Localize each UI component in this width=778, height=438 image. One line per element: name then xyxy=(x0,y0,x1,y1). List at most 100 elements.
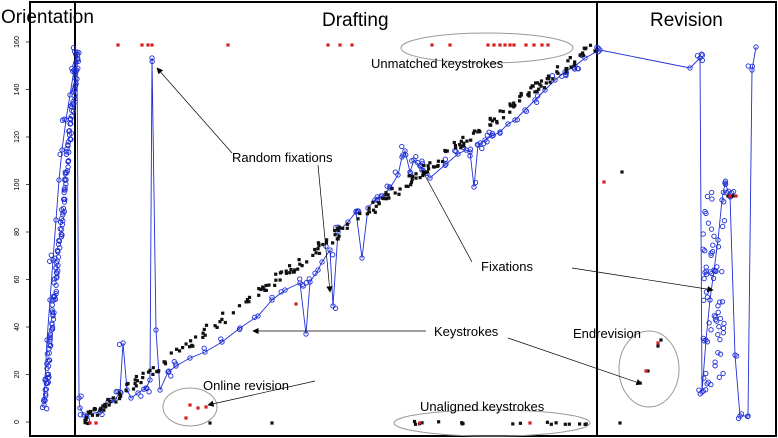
keystroke-point xyxy=(393,191,397,195)
fixation-point xyxy=(53,217,59,223)
fixation-point xyxy=(81,412,87,418)
fixation-point xyxy=(353,208,359,214)
fixation-point xyxy=(722,178,729,184)
keystroke-point xyxy=(472,129,477,133)
keystroke-point xyxy=(106,397,110,402)
keystroke-point xyxy=(726,194,730,198)
fixation-point xyxy=(332,305,339,311)
fixation-point xyxy=(505,121,511,127)
fixation-point xyxy=(61,208,67,215)
keystroke-point xyxy=(321,242,325,247)
fixation-point xyxy=(708,252,714,259)
fixation-point xyxy=(701,275,707,282)
keystroke-point xyxy=(531,84,535,88)
phase-revision: Revision xyxy=(650,10,723,31)
keystroke-point xyxy=(437,420,441,424)
keystroke-point xyxy=(440,159,445,164)
fixation-point xyxy=(45,379,51,385)
fixation-point xyxy=(474,141,481,148)
fixation-point xyxy=(442,156,449,162)
fixation-point xyxy=(709,196,715,202)
fixation-point xyxy=(709,270,715,277)
fixation-point xyxy=(78,393,84,399)
fixation-point xyxy=(704,294,711,300)
fixation-point xyxy=(722,181,729,187)
keystroke-point xyxy=(261,285,265,289)
keystroke-point xyxy=(104,405,108,409)
unmatched-keystroke xyxy=(140,43,144,47)
fixation-point xyxy=(575,66,581,72)
fixation-point xyxy=(467,146,474,152)
keystroke-point xyxy=(111,396,115,400)
keystroke-point xyxy=(90,413,94,417)
keystroke-point xyxy=(237,304,242,308)
unmatched-keystroke xyxy=(734,194,738,198)
keystroke-point xyxy=(535,89,539,93)
keystroke-point xyxy=(223,320,227,325)
fixation-point xyxy=(62,187,68,193)
arrow-random-fix-2 xyxy=(317,164,333,293)
keystroke-point xyxy=(426,164,430,168)
keystroke-point xyxy=(492,117,496,121)
keystroke-point xyxy=(549,422,553,426)
fixation-point xyxy=(47,338,53,345)
fixation-point xyxy=(738,411,745,417)
fixation-trajectory xyxy=(43,46,757,417)
keystroke-point xyxy=(390,187,394,191)
y-tick-label: 40 xyxy=(14,323,21,331)
fixation-point xyxy=(720,223,726,230)
keystroke-point xyxy=(133,378,137,382)
keystroke-point xyxy=(367,206,371,210)
fixation-point xyxy=(47,297,53,303)
keystroke-point xyxy=(89,409,93,414)
fixation-point xyxy=(187,355,193,361)
fixation-point xyxy=(707,297,713,303)
unmatched-keystroke xyxy=(326,43,330,47)
fixation-point xyxy=(749,63,755,69)
keystroke-point xyxy=(247,300,251,304)
fixation-point xyxy=(52,255,58,261)
keystroke-point xyxy=(345,222,349,226)
fixation-point xyxy=(720,330,726,336)
fixation-point xyxy=(141,386,147,392)
fixation-point xyxy=(713,268,719,275)
fixation-point xyxy=(327,247,333,253)
keystroke-point xyxy=(526,93,530,97)
keystroke-point xyxy=(578,53,582,57)
keystroke-point xyxy=(428,161,432,165)
keystroke-point xyxy=(317,251,322,255)
keystroke-point xyxy=(461,135,465,139)
keystroke-point xyxy=(427,167,431,171)
fixation-point xyxy=(47,336,53,342)
keystroke-point xyxy=(139,381,143,385)
fixation-point xyxy=(700,388,706,394)
keystroke-point xyxy=(404,184,408,188)
keystroke-point xyxy=(313,247,317,252)
fixation-point xyxy=(717,336,723,343)
fixation-point xyxy=(65,164,71,170)
fixation-point xyxy=(704,193,711,200)
fixation-point xyxy=(706,320,712,326)
fixation-point xyxy=(128,395,134,401)
unmatched-keystroke xyxy=(88,421,92,425)
fixation-point xyxy=(56,237,62,244)
keystroke-point xyxy=(273,283,277,287)
unmatched-keystroke xyxy=(184,416,188,420)
fixation-point xyxy=(744,413,751,420)
fixation-point xyxy=(67,92,73,98)
keystroke-point xyxy=(564,70,568,74)
fixation-point xyxy=(413,153,419,160)
keystroke-point xyxy=(618,421,622,425)
keystroke-point xyxy=(444,149,448,154)
keystroke-point xyxy=(465,139,469,143)
fixation-point xyxy=(687,65,693,71)
y-tick-label: 140 xyxy=(14,84,21,96)
fixation-point xyxy=(359,255,365,261)
fixation-point xyxy=(66,128,73,134)
fixation-point xyxy=(219,339,225,345)
fixation-point xyxy=(703,289,710,295)
fixation-point xyxy=(201,345,207,351)
fixation-point xyxy=(716,324,722,330)
keystroke-point xyxy=(337,234,341,238)
keystroke-point xyxy=(384,197,389,201)
